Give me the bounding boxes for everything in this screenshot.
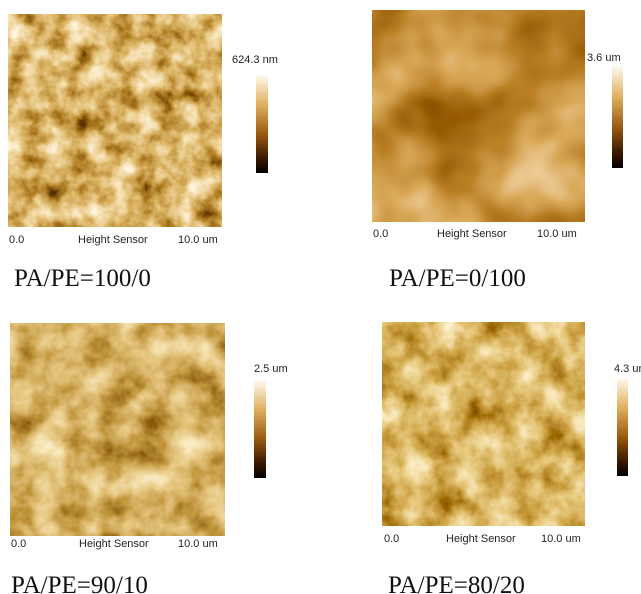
x-start: 0.0 xyxy=(373,228,388,240)
figure: 624.3 nm 0.0 Height Sensor 10.0 um PA/PE… xyxy=(0,0,641,594)
panel: 624.3 nm 0.0 Height Sensor 10.0 um PA/PE… xyxy=(8,14,278,292)
sensor-label: Height Sensor xyxy=(437,228,507,240)
color-bar xyxy=(612,66,623,168)
panel: 3.6 um 0.0 Height Sensor 10.0 um PA/PE=0… xyxy=(372,10,623,292)
color-bar xyxy=(256,75,268,173)
x-start: 0.0 xyxy=(9,234,24,246)
caption: PA/PE=80/20 xyxy=(388,572,525,594)
caption: PA/PE=100/0 xyxy=(14,265,151,292)
scale-label: 3.6 um xyxy=(587,52,621,64)
x-end: 10.0 um xyxy=(178,234,218,246)
caption: PA/PE=90/10 xyxy=(11,572,148,594)
x-end: 10.0 um xyxy=(178,538,218,550)
sensor-label: Height Sensor xyxy=(79,538,149,550)
afm-image xyxy=(382,322,585,526)
scale-label: 2.5 um xyxy=(254,363,288,375)
x-start: 0.0 xyxy=(384,533,399,545)
scale-label: 4.3 um xyxy=(614,363,641,375)
panel: 2.5 um 0.0 Height Sensor 10.0 um PA/PE=9… xyxy=(10,323,288,594)
x-end: 10.0 um xyxy=(537,228,577,240)
sensor-label: Height Sensor xyxy=(446,533,516,545)
afm-image xyxy=(10,323,225,536)
afm-image xyxy=(372,10,585,222)
sensor-label: Height Sensor xyxy=(78,234,148,246)
panel: 4.3 um 0.0 Height Sensor 10.0 um PA/PE=8… xyxy=(382,322,641,594)
scale-label: 624.3 nm xyxy=(232,54,278,66)
x-end: 10.0 um xyxy=(541,533,581,545)
afm-image xyxy=(8,14,222,227)
color-bar xyxy=(617,378,628,476)
caption: PA/PE=0/100 xyxy=(389,265,526,292)
x-start: 0.0 xyxy=(11,538,26,550)
color-bar xyxy=(254,380,266,478)
page: {"panels": [ {"scale_label": "624.3 nm",… xyxy=(0,0,641,594)
